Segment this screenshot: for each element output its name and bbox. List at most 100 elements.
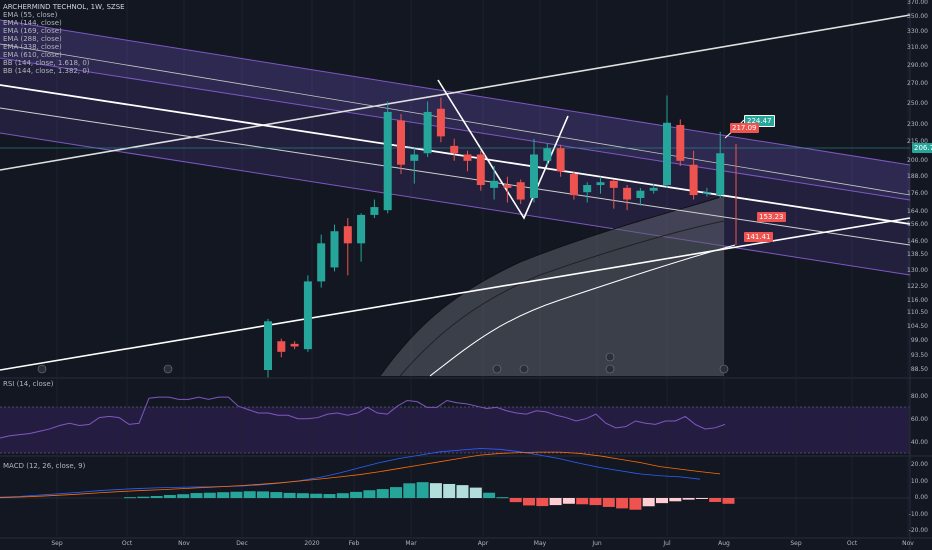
event-marker [719, 364, 729, 374]
macd-histogram-bar [642, 498, 655, 507]
macd-histogram-bar [523, 498, 535, 506]
candle-body [689, 164, 698, 196]
macd-histogram-bar [536, 498, 549, 507]
macd-histogram-bar [163, 495, 176, 498]
candle-body [543, 148, 552, 161]
channel-line [0, 132, 911, 276]
macd-tick-label: 10.00 [910, 477, 928, 485]
rsi-tick-label: 80.00 [910, 393, 928, 401]
macd-histogram-bar [549, 498, 562, 506]
candle-body [330, 231, 339, 268]
candle-body [649, 187, 658, 191]
event-marker [492, 364, 502, 374]
macd-histogram-bar [177, 494, 190, 498]
macd-histogram-bar [709, 498, 722, 502]
ema-cloud [380, 196, 724, 376]
trendline-mid [0, 107, 911, 246]
candle-body [423, 111, 432, 154]
x-tick-label: Jun [592, 540, 602, 547]
rsi-band [0, 407, 910, 453]
macd-line [0, 448, 701, 498]
macd-histogram-bar [336, 493, 349, 498]
macd-histogram-bar [350, 491, 363, 498]
x-tick-label: Sep [51, 540, 63, 547]
x-tick-label: Sep [790, 540, 802, 547]
channel-line [0, 57, 911, 201]
candle-body [343, 226, 352, 244]
macd-histogram-bar [323, 494, 336, 498]
macd-tick-label: 20.00 [910, 461, 928, 468]
x-tick-label: Nov [178, 540, 190, 547]
candle-body [663, 122, 671, 186]
candle-body [583, 185, 592, 193]
macd-histogram-bar [429, 483, 442, 498]
y-tick-label: 176.00 [907, 189, 928, 197]
y-tick-label: 122.50 [907, 282, 928, 290]
ema-338-line [399, 220, 725, 377]
macd-histogram-bar [483, 492, 496, 498]
macd-histogram-bar [416, 482, 429, 498]
x-tick-label: Apr [477, 540, 489, 547]
candle-body [397, 120, 405, 165]
macd-histogram-bar [695, 498, 708, 499]
macd-histogram-bar [390, 487, 402, 498]
macd-histogram-bar [443, 483, 456, 498]
candle-body [290, 343, 299, 347]
candle-body [370, 207, 379, 215]
trendline-up [0, 14, 911, 171]
candle-body [450, 145, 459, 154]
legend-ema-55: EMA (55, close) [3, 11, 58, 19]
macd-histogram-bar [669, 498, 682, 502]
x-tick-label: May [533, 540, 547, 547]
y-tick-label: 188.00 [907, 172, 928, 180]
y-tick-label: 93.50 [910, 351, 928, 359]
macd-histogram-bar [243, 491, 256, 498]
candle-body [410, 154, 419, 161]
macd-histogram-bar [682, 498, 695, 500]
macd-histogram-bar [509, 498, 522, 503]
rsi-tick-label: 60.00 [910, 415, 928, 423]
macd-histogram-bar [270, 492, 283, 498]
y-tick-label: 130.00 [907, 267, 928, 275]
candle-body [556, 148, 565, 172]
macd-histogram-bar [190, 493, 203, 498]
y-tick-label: 330.00 [907, 28, 928, 36]
macd-tick-label: -20.00 [908, 527, 928, 534]
y-tick-label: 99.00 [910, 337, 928, 345]
y-tick-label: 370.00 [907, 0, 928, 6]
candle-body [623, 187, 632, 200]
candle-body [317, 243, 326, 282]
macd-histogram-bar [310, 493, 323, 498]
macd-histogram-bar [616, 498, 629, 509]
candle-body [702, 192, 711, 194]
macd-histogram-bar [403, 483, 416, 498]
legend-ema-169: EMA (169, close) [3, 27, 62, 35]
last-price-tag: 217.09 [730, 123, 759, 133]
macd-histogram-bar [296, 493, 309, 498]
macd-histogram-bar [469, 487, 482, 498]
rsi-line [0, 396, 726, 439]
macd-histogram-bar [283, 492, 296, 498]
candle-body [516, 182, 525, 200]
y-tick-label: 230.00 [907, 120, 928, 128]
y-tick-label: 138.50 [907, 251, 928, 259]
candle-body [303, 281, 312, 350]
trendline-support [0, 217, 911, 371]
rsi-tick-label: 40.00 [910, 438, 928, 446]
zigzag-pattern [437, 79, 569, 220]
macd-histogram-bar [230, 491, 243, 498]
candle-body [357, 214, 366, 244]
legend-bb-1618: BB (144, close, 1.618, 0) [3, 59, 90, 67]
y-tick-label: 146.00 [907, 237, 928, 245]
macd-histogram-bar [656, 498, 668, 504]
y-tick-label: 116.00 [907, 296, 928, 304]
macd-histogram-bar [629, 498, 642, 510]
indicator-legend: ARCHERMIND TECHNOL, 1W, SZSE EMA (55, cl… [3, 3, 125, 75]
signal-line [0, 451, 721, 499]
trendline-down [0, 84, 911, 225]
macd-histogram-bar [456, 485, 469, 498]
y-tick-label: 290.00 [907, 61, 928, 69]
x-tick-label: Oct [121, 540, 133, 547]
